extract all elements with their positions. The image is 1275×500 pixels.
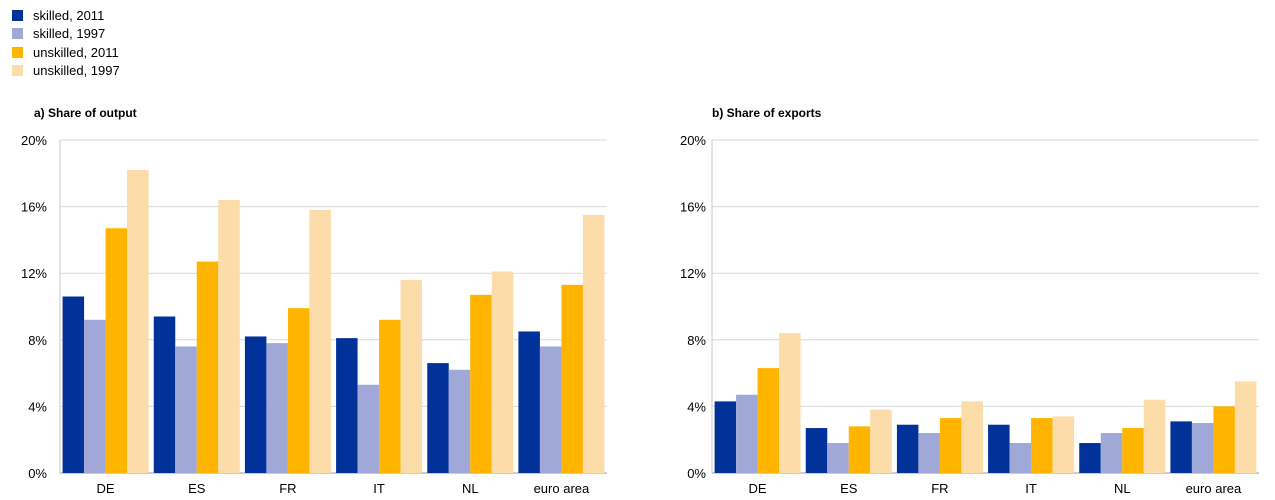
bar [1234, 381, 1257, 473]
legend: skilled, 2011 skilled, 1997 unskilled, 2… [12, 6, 120, 80]
legend-item: skilled, 1997 [12, 25, 120, 44]
bar [1170, 421, 1192, 473]
bar [491, 271, 514, 473]
legend-swatch [12, 9, 23, 21]
bar [848, 426, 871, 473]
legend-label: skilled, 1997 [33, 26, 106, 42]
y-tick-label: 16% [680, 200, 706, 215]
bar [1191, 423, 1214, 473]
bar [218, 199, 240, 473]
y-tick-label: 16% [21, 200, 47, 215]
bar [827, 443, 849, 473]
bar [1100, 433, 1123, 473]
legend-label: unskilled, 2011 [33, 44, 119, 60]
y-tick-label: 0% [687, 466, 706, 481]
x-tick-label: IT [373, 481, 385, 496]
bar [127, 169, 149, 473]
bar [1079, 443, 1101, 473]
bar [175, 346, 197, 473]
bar [196, 261, 219, 473]
bar [518, 331, 540, 473]
bar [1009, 443, 1032, 473]
bar [918, 433, 940, 473]
x-tick-label: DE [97, 481, 115, 496]
legend-item: unskilled, 1997 [12, 62, 120, 81]
legend-item: unskilled, 2011 [12, 43, 120, 62]
bar [470, 294, 492, 473]
bar [309, 209, 331, 473]
bar [757, 368, 780, 473]
bar [448, 369, 471, 473]
bar [84, 319, 106, 473]
bar [266, 343, 288, 473]
bar [427, 363, 449, 473]
bar [153, 316, 176, 473]
bar [779, 333, 801, 473]
legend-swatch [12, 65, 23, 77]
bar [1122, 428, 1144, 473]
bar [961, 401, 983, 473]
x-tick-label: euro area [1186, 481, 1242, 496]
bar [539, 346, 562, 473]
bar [244, 336, 267, 473]
bar [736, 394, 758, 473]
bar [62, 296, 85, 473]
bar [1213, 406, 1235, 473]
legend-swatch [12, 28, 23, 40]
bar [939, 418, 962, 473]
bar [870, 409, 892, 473]
bar [105, 228, 128, 473]
bar [582, 214, 605, 473]
bar [1143, 399, 1166, 473]
bar [561, 284, 583, 473]
x-tick-label: FR [279, 481, 296, 496]
bar [988, 424, 1010, 473]
y-tick-label: 4% [28, 399, 47, 414]
legend-label: skilled, 2011 [33, 7, 105, 23]
bar [379, 319, 401, 473]
bar [336, 338, 358, 473]
bar [714, 401, 737, 473]
panel-title: a) Share of output [34, 106, 137, 120]
y-tick-label: 0% [28, 466, 47, 481]
y-tick-label: 8% [28, 333, 47, 348]
y-tick-label: 4% [687, 399, 706, 414]
legend-swatch [12, 46, 23, 58]
x-tick-label: ES [188, 481, 206, 496]
bar [1031, 418, 1053, 473]
x-tick-label: ES [840, 481, 858, 496]
y-tick-label: 8% [687, 333, 706, 348]
x-tick-label: FR [931, 481, 948, 496]
bar [287, 308, 310, 473]
bar [805, 428, 828, 473]
x-tick-label: NL [462, 481, 479, 496]
y-tick-label: 12% [21, 266, 47, 281]
y-tick-label: 12% [680, 266, 706, 281]
panel-title: b) Share of exports [712, 106, 822, 120]
x-tick-label: NL [1114, 481, 1131, 496]
x-tick-label: DE [749, 481, 767, 496]
legend-item: skilled, 2011 [12, 6, 120, 25]
bar [1052, 416, 1075, 473]
bar [400, 279, 423, 473]
y-tick-label: 20% [680, 133, 706, 148]
x-tick-label: IT [1025, 481, 1037, 496]
y-tick-label: 20% [21, 133, 47, 148]
x-tick-label: euro area [534, 481, 590, 496]
bar [896, 424, 919, 473]
bar [357, 384, 380, 473]
legend-label: unskilled, 1997 [33, 63, 120, 79]
